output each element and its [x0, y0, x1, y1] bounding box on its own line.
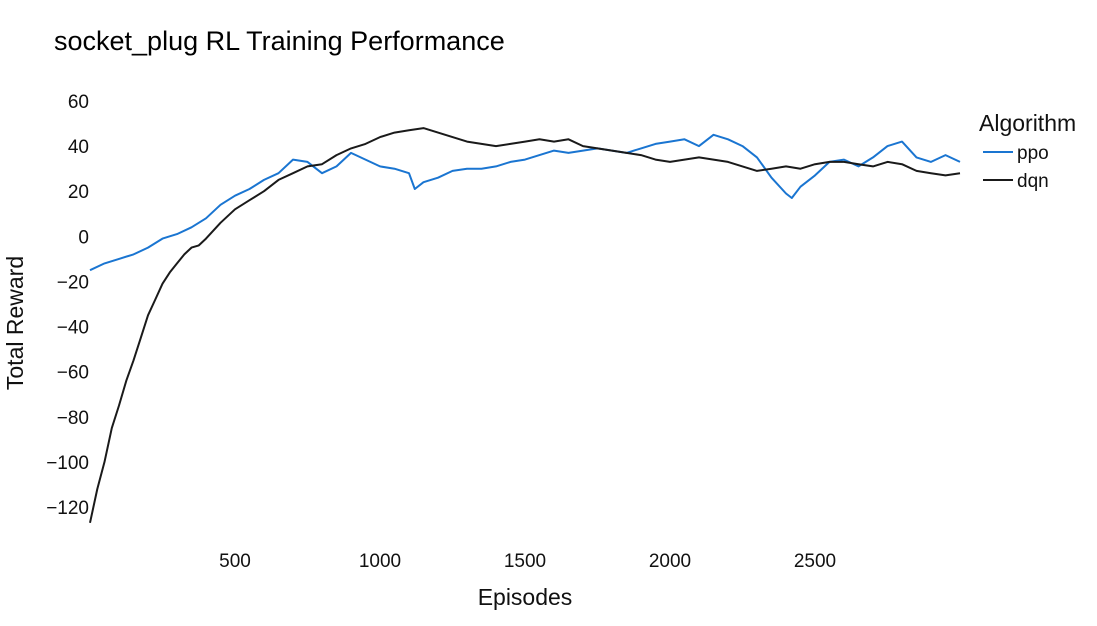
legend-title: Algorithm: [979, 110, 1076, 136]
series-lines: [89, 127, 961, 524]
y-tick-label: 20: [68, 182, 89, 203]
y-axis-title: Total Reward: [2, 256, 28, 390]
y-tick-label: −120: [46, 498, 89, 519]
x-axis-title: Episodes: [478, 584, 573, 610]
y-tick-label: −20: [57, 272, 89, 293]
x-tick-label: 1000: [359, 551, 401, 572]
y-tick-label: 40: [68, 137, 89, 158]
y-tick-label: −80: [57, 408, 89, 429]
y-axis-ticks: −120 −100 −80 −60 −40 −20 0 20 40 60: [46, 92, 89, 519]
x-tick-label: 2500: [794, 551, 836, 572]
x-tick-label: 2000: [649, 551, 691, 572]
x-tick-label: 1500: [504, 551, 546, 572]
series-line-dqn: [89, 127, 961, 524]
legend-label-dqn: dqn: [1017, 171, 1049, 192]
y-tick-label: −60: [57, 363, 89, 384]
y-tick-label: 0: [78, 227, 89, 248]
legend: Algorithm ppo dqn: [979, 110, 1076, 192]
y-tick-label: 60: [68, 92, 89, 113]
x-axis-ticks: 500 1000 1500 2000 2500: [219, 551, 836, 572]
x-tick-label: 500: [219, 551, 251, 572]
legend-label-ppo: ppo: [1017, 143, 1049, 164]
y-tick-label: −40: [57, 318, 89, 339]
series-line-ppo: [89, 133, 961, 272]
y-tick-label: −100: [46, 453, 89, 474]
chart-title: socket_plug RL Training Performance: [54, 26, 505, 56]
